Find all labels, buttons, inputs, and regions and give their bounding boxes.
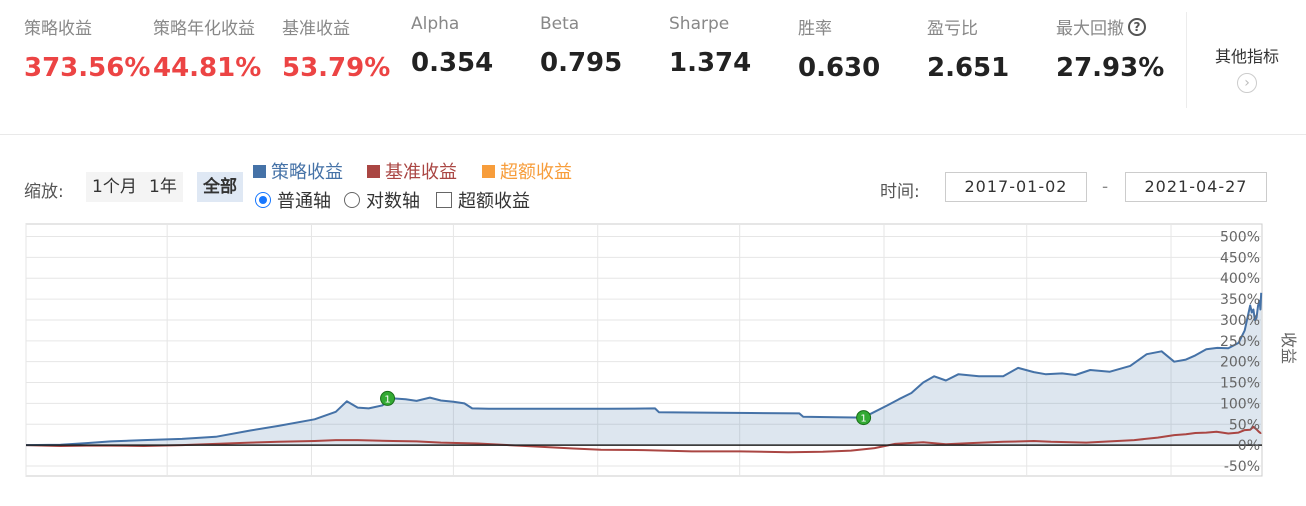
y-tick-label: 300% xyxy=(1220,313,1260,329)
trade-marker-label: 1 xyxy=(384,394,390,405)
returns-chart[interactable]: 11 -50%0%50%100%150%200%250%300%350%400%… xyxy=(0,222,1306,506)
other-metrics-label: 其他指标 xyxy=(1214,47,1279,66)
y-tick-label: 400% xyxy=(1220,271,1260,287)
legend-excess[interactable]: 超额收益 xyxy=(482,158,572,184)
zoom-1-month-button[interactable]: 1个月 xyxy=(86,172,143,202)
metric-label: Alpha xyxy=(411,14,460,34)
metric-annual-return: 策略年化收益 44.81% xyxy=(153,14,261,83)
trade-marker[interactable] xyxy=(380,390,396,406)
normal-axis-radio[interactable] xyxy=(255,192,271,208)
log-axis-radio[interactable] xyxy=(344,192,360,208)
date-separator: - xyxy=(1102,177,1109,197)
metric-label-text: 最大回撤 xyxy=(1056,19,1124,39)
legend-label: 基准收益 xyxy=(385,162,457,183)
metric-benchmark-return: 基准收益 53.79% xyxy=(282,14,390,83)
metric-label: Beta xyxy=(540,14,580,34)
metric-label: 最大回撤 ? xyxy=(1056,14,1164,39)
y-axis-label: 收益 xyxy=(1279,332,1298,364)
excess-return-checkbox[interactable] xyxy=(436,192,452,208)
start-date-input[interactable]: 2017-01-02 xyxy=(945,172,1087,202)
end-date-input[interactable]: 2021-04-27 xyxy=(1125,172,1267,202)
metric-label: 盈亏比 xyxy=(927,19,978,39)
strategy-area xyxy=(26,292,1262,446)
y-tick-label: 450% xyxy=(1220,250,1260,266)
metric-value: 53.79% xyxy=(282,53,391,83)
y-tick-label: 250% xyxy=(1220,334,1260,350)
chevron-right-icon[interactable]: › xyxy=(1237,73,1257,93)
y-tick-label: 50% xyxy=(1229,417,1260,433)
y-axis-ticks: -50% 0% 50% 100% 150% 200% 250% 300% 350% 400% 450… xyxy=(1220,230,1260,476)
log-axis-label: 对数轴 xyxy=(366,191,420,212)
metrics-panel: 策略收益 373.56% 策略年化收益 44.81% 基准收益 53.79% A… xyxy=(0,0,1306,135)
y-tick-label: 500% xyxy=(1220,230,1260,246)
metric-label: 策略收益 xyxy=(24,19,92,39)
y-tick-label: 200% xyxy=(1220,355,1260,371)
metric-value: 0.630 xyxy=(798,53,881,83)
normal-axis-option[interactable]: 普通轴 xyxy=(255,187,331,213)
legend-swatch xyxy=(482,164,495,178)
legend-swatch xyxy=(367,164,380,178)
legend-label: 策略收益 xyxy=(271,162,343,183)
metric-value: 2.651 xyxy=(927,53,1010,83)
metric-label: 基准收益 xyxy=(282,19,350,39)
metric-win-rate: 胜率 0.630 xyxy=(798,14,880,83)
y-tick-label: 350% xyxy=(1220,292,1260,308)
excess-return-option[interactable]: 超额收益 xyxy=(436,187,530,213)
y-tick-label: 0% xyxy=(1238,438,1260,454)
strategy-line[interactable] xyxy=(25,292,1263,447)
benchmark-line[interactable] xyxy=(25,425,1262,454)
zoom-all-button[interactable]: 全部 xyxy=(197,172,243,202)
legend-strategy[interactable]: 策略收益 xyxy=(253,158,343,184)
metric-value: 44.81% xyxy=(153,53,262,83)
metric-label: 策略年化收益 xyxy=(153,19,255,39)
metric-alpha: Alpha 0.354 xyxy=(411,14,493,78)
other-metrics-button[interactable]: 其他指标 › xyxy=(1186,12,1306,108)
y-tick-label: 150% xyxy=(1220,376,1260,392)
zoom-1-year-button[interactable]: 1年 xyxy=(143,172,183,202)
chart-grid xyxy=(25,223,1263,477)
help-icon[interactable]: ? xyxy=(1128,17,1146,36)
y-tick-label: 100% xyxy=(1220,396,1260,412)
metric-value: 0.354 xyxy=(411,48,494,78)
trade-marker[interactable] xyxy=(856,410,872,426)
metric-max-drawdown: 最大回撤 ? 27.93% xyxy=(1056,14,1164,83)
trade-marker-label: 1 xyxy=(860,414,866,425)
legend-label: 超额收益 xyxy=(500,162,572,183)
metric-label: 胜率 xyxy=(798,19,832,39)
metric-value: 0.795 xyxy=(540,48,623,78)
metric-sharpe: Sharpe 1.374 xyxy=(669,14,751,78)
excess-return-label: 超额收益 xyxy=(458,191,530,212)
metric-profit-loss-ratio: 盈亏比 2.651 xyxy=(927,14,1009,83)
zoom-label: 缩放: xyxy=(24,182,64,202)
legend-benchmark[interactable]: 基准收益 xyxy=(367,158,457,184)
metric-label: Sharpe xyxy=(669,14,730,34)
metric-value: 1.374 xyxy=(669,48,752,78)
metric-value: 373.56% xyxy=(24,53,151,83)
metric-beta: Beta 0.795 xyxy=(540,14,622,78)
y-tick-label: -50% xyxy=(1224,459,1260,475)
time-label: 时间: xyxy=(880,182,920,202)
metric-strategy-return: 策略收益 373.56% xyxy=(24,14,150,83)
log-axis-option[interactable]: 对数轴 xyxy=(344,187,420,213)
normal-axis-label: 普通轴 xyxy=(277,191,331,212)
trade-markers: 11 xyxy=(380,390,872,426)
legend-swatch xyxy=(253,164,266,178)
metric-value: 27.93% xyxy=(1056,53,1165,83)
